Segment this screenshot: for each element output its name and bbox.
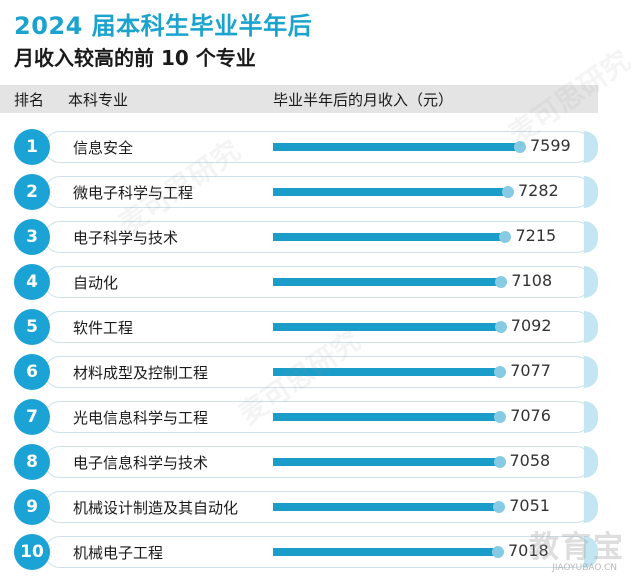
bar-end-dot (499, 231, 512, 243)
row-end-cap (584, 401, 598, 433)
income-value-label: 7077 (510, 361, 551, 380)
bar-row: 2 微电子科学与工程 7282 (0, 173, 631, 211)
bar-row: 8 电子信息科学与技术 7058 (0, 443, 631, 481)
bar-end-dot (493, 456, 506, 468)
bar-row: 4 自动化 7108 (0, 263, 631, 301)
header-rank: 排名 (14, 91, 45, 109)
major-label: 微电子科学与工程 (73, 184, 194, 202)
income-bar (273, 503, 500, 511)
bar-row: 5 软件工程 7092 (0, 308, 631, 346)
income-value-label: 7058 (509, 451, 551, 470)
major-label: 光电信息科学与工程 (73, 409, 209, 427)
row-end-cap (584, 131, 598, 163)
rank-badge: 10 (14, 534, 50, 570)
header-major: 本科专业 (68, 91, 129, 109)
rank-badge: 4 (14, 264, 50, 300)
income-value-label: 7215 (515, 226, 557, 245)
row-end-cap (584, 311, 598, 343)
bar-end-dot (494, 366, 507, 378)
rank-badge: 9 (14, 489, 50, 525)
income-value-label: 7108 (511, 271, 553, 290)
rank-badge: 2 (14, 174, 50, 210)
major-label: 电子科学与技术 (73, 229, 179, 247)
bar-row: 10 机械电子工程 7018 (0, 533, 631, 571)
rank-badge: 5 (14, 309, 50, 345)
bar-end-dot (495, 276, 508, 288)
income-bar (273, 188, 508, 196)
income-value-label: 7018 (508, 541, 549, 560)
watermark-logo: 教育宝 (529, 530, 625, 565)
row-end-cap (584, 536, 598, 568)
bar-row: 6 材料成型及控制工程 7077 (0, 353, 631, 391)
header-income: 毕业半年后的月收入（元） (273, 91, 454, 109)
major-label: 自动化 (73, 274, 119, 292)
income-value-label: 7092 (510, 316, 552, 335)
income-value-label: 7282 (517, 181, 559, 200)
bar-end-dot (501, 186, 514, 198)
bar-row: 3 电子科学与技术 7215 (0, 218, 631, 256)
income-value-label: 7076 (510, 406, 551, 425)
income-bar (273, 278, 502, 286)
major-label: 机械电子工程 (73, 544, 164, 562)
bar-end-dot (494, 411, 507, 423)
income-bar (273, 548, 498, 556)
chart-title: 2024 届本科生毕业半年后 (14, 12, 313, 40)
row-end-cap (584, 356, 598, 388)
income-bar (273, 143, 520, 151)
major-label: 机械设计制造及其自动化 (73, 499, 239, 517)
rank-badge: 8 (14, 444, 50, 480)
bar-end-dot (494, 321, 507, 333)
major-label: 信息安全 (73, 139, 134, 157)
table-header: 排名 本科专业 毕业半年后的月收入（元） (0, 85, 598, 113)
income-value-label: 7599 (530, 136, 571, 155)
row-end-cap (584, 266, 598, 298)
major-label: 软件工程 (73, 319, 134, 337)
bar-row: 9 机械设计制造及其自动化 7051 (0, 488, 631, 526)
rank-badge: 3 (14, 219, 50, 255)
row-end-cap (584, 446, 598, 478)
watermark-url: JIAOYUBAO.CN (552, 563, 617, 573)
bar-end-dot (492, 546, 504, 558)
major-label: 材料成型及控制工程 (73, 364, 209, 382)
bar-row: 1 信息安全 7599 (0, 128, 631, 166)
income-bar (273, 323, 501, 331)
row-end-cap (584, 176, 598, 208)
chart-subtitle: 月收入较高的前 10 个专业 (14, 46, 256, 70)
bar-row: 7 光电信息科学与工程 7076 (0, 398, 631, 436)
income-value-label: 7051 (509, 496, 550, 515)
bar-end-dot (514, 141, 526, 153)
rank-badge: 1 (14, 129, 50, 165)
row-end-cap (584, 491, 598, 523)
rank-badge: 7 (14, 399, 50, 435)
rank-badge: 6 (14, 354, 50, 390)
income-bar (273, 458, 500, 466)
income-bar (273, 233, 506, 241)
bar-end-dot (493, 501, 506, 513)
major-label: 电子信息科学与技术 (73, 454, 209, 472)
income-bar (273, 368, 501, 376)
row-end-cap (584, 221, 598, 253)
income-bar (273, 413, 501, 421)
